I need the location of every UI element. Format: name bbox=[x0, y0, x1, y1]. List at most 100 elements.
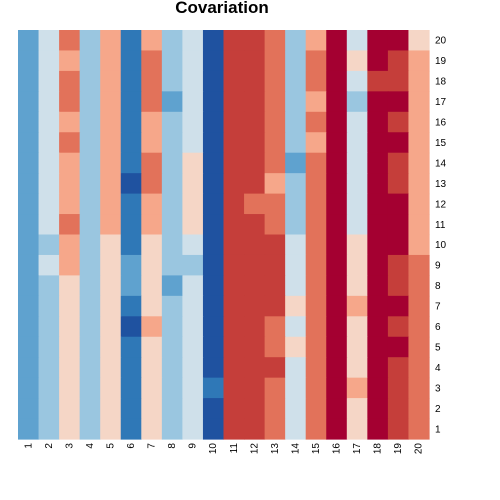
heatmap-cell bbox=[120, 132, 142, 154]
heatmap-cell bbox=[100, 152, 122, 174]
heatmap-cell bbox=[38, 91, 60, 113]
heatmap-cell bbox=[326, 30, 348, 52]
heatmap-cell bbox=[346, 50, 368, 72]
heatmap-cell bbox=[120, 418, 142, 440]
heatmap-cell bbox=[264, 214, 286, 236]
heatmap-cell bbox=[79, 418, 101, 440]
heatmap-cell bbox=[79, 295, 101, 317]
heatmap-cell bbox=[244, 132, 266, 154]
heatmap-cell bbox=[305, 193, 327, 215]
heatmap-cell bbox=[387, 173, 410, 195]
heatmap-cell bbox=[387, 111, 410, 133]
heatmap-cell bbox=[18, 234, 40, 256]
heatmap-cell bbox=[59, 418, 81, 440]
heatmap-cell bbox=[38, 70, 60, 92]
heatmap-cell bbox=[100, 275, 122, 297]
column-label: 2 bbox=[44, 443, 55, 449]
heatmap-cell bbox=[79, 275, 101, 297]
heatmap-cell bbox=[367, 70, 389, 92]
heatmap-cell bbox=[202, 377, 225, 399]
heatmap-cell bbox=[100, 295, 122, 317]
heatmap-cell bbox=[244, 357, 266, 379]
heatmap-cell bbox=[326, 50, 348, 72]
heatmap-cell bbox=[100, 91, 122, 113]
heatmap-cell bbox=[59, 132, 81, 154]
heatmap-cell bbox=[161, 70, 183, 92]
heatmap-cell bbox=[387, 193, 410, 215]
heatmap-cell bbox=[244, 111, 266, 133]
heatmap-cell bbox=[182, 377, 204, 399]
heatmap-cell bbox=[141, 111, 163, 133]
row-label: 16 bbox=[435, 118, 447, 129]
heatmap-cell bbox=[264, 132, 286, 154]
heatmap-cell bbox=[120, 50, 142, 72]
heatmap-cell bbox=[100, 193, 122, 215]
heatmap-cell bbox=[326, 152, 348, 174]
heatmap-cell bbox=[285, 214, 307, 236]
heatmap-cell bbox=[202, 275, 225, 297]
heatmap-cell bbox=[38, 418, 60, 440]
heatmap-cell bbox=[264, 50, 286, 72]
heatmap-cell bbox=[161, 316, 183, 338]
heatmap-cell bbox=[346, 275, 368, 297]
heatmap-cell bbox=[202, 50, 225, 72]
heatmap-cell bbox=[161, 418, 183, 440]
row-label: 20 bbox=[435, 36, 447, 47]
heatmap-cell bbox=[59, 398, 81, 420]
heatmap-cell bbox=[305, 70, 327, 92]
heatmap-cell bbox=[346, 234, 368, 256]
heatmap-cell bbox=[264, 418, 286, 440]
heatmap-cell bbox=[264, 111, 286, 133]
heatmap-cell bbox=[305, 91, 327, 113]
heatmap-cell bbox=[223, 377, 245, 399]
column-label: 12 bbox=[249, 443, 260, 455]
heatmap-cell bbox=[182, 234, 204, 256]
heatmap-cell bbox=[244, 70, 266, 92]
heatmap-cell bbox=[326, 357, 348, 379]
heatmap-cell bbox=[18, 50, 40, 72]
heatmap-cell bbox=[100, 111, 122, 133]
heatmap-cell bbox=[387, 30, 410, 52]
heatmap-cell bbox=[100, 70, 122, 92]
heatmap-cell bbox=[161, 50, 183, 72]
heatmap-cell bbox=[223, 132, 245, 154]
heatmap-cell bbox=[367, 316, 389, 338]
column-label: 5 bbox=[105, 443, 116, 449]
heatmap-cell bbox=[79, 50, 101, 72]
heatmap-cell bbox=[18, 295, 40, 317]
heatmap-cell bbox=[285, 254, 307, 276]
heatmap-cell bbox=[305, 254, 327, 276]
heatmap-cell bbox=[408, 316, 430, 338]
heatmap-cell bbox=[120, 377, 142, 399]
heatmap-cell bbox=[223, 418, 245, 440]
heatmap-cell bbox=[285, 30, 307, 52]
heatmap-cell bbox=[202, 91, 225, 113]
heatmap-cell bbox=[264, 316, 286, 338]
heatmap-cell bbox=[367, 132, 389, 154]
heatmap-cell bbox=[285, 316, 307, 338]
heatmap-cell bbox=[244, 336, 266, 358]
heatmap-cell bbox=[305, 214, 327, 236]
heatmap-cell bbox=[346, 316, 368, 338]
row-label: 3 bbox=[435, 383, 441, 394]
heatmap-cell bbox=[79, 152, 101, 174]
heatmap-cell bbox=[182, 50, 204, 72]
heatmap-cell bbox=[408, 214, 430, 236]
column-label: 19 bbox=[393, 443, 404, 455]
heatmap-cell bbox=[38, 111, 60, 133]
heatmap-cell bbox=[326, 234, 348, 256]
heatmap-cell bbox=[346, 398, 368, 420]
heatmap-cell bbox=[326, 336, 348, 358]
column-label: 9 bbox=[188, 443, 199, 449]
heatmap-cell bbox=[326, 111, 348, 133]
heatmap-cell bbox=[264, 193, 286, 215]
row-label: 5 bbox=[435, 342, 441, 353]
heatmap-cell bbox=[202, 70, 225, 92]
heatmap-cell bbox=[367, 111, 389, 133]
column-label: 14 bbox=[290, 443, 301, 455]
heatmap-cell bbox=[18, 275, 40, 297]
heatmap-cell bbox=[387, 234, 410, 256]
heatmap-cell bbox=[161, 234, 183, 256]
heatmap-cell bbox=[408, 193, 430, 215]
